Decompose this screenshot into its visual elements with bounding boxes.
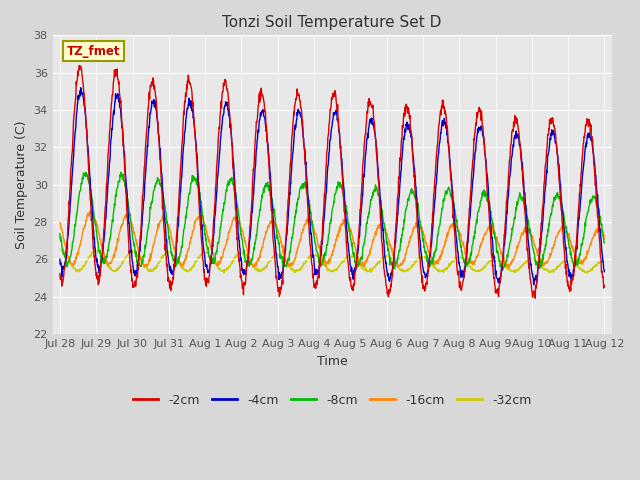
Text: TZ_fmet: TZ_fmet [67, 45, 120, 58]
-16cm [164, 223, 172, 228]
-4cm [530, 282, 538, 288]
Legend: -2cm, -4cm, -8cm, -16cm, -32cm: -2cm, -4cm, -8cm, -16cm, -32cm [128, 389, 536, 411]
-8cm [499, 267, 506, 273]
-32cm [56, 246, 64, 252]
-32cm [536, 262, 543, 268]
-16cm [488, 223, 496, 228]
-2cm [239, 286, 246, 291]
-16cm [56, 220, 64, 226]
-16cm [239, 228, 246, 234]
-32cm [488, 257, 495, 263]
-4cm [537, 244, 545, 250]
-2cm [76, 63, 83, 69]
-4cm [239, 266, 246, 272]
-4cm [488, 235, 496, 240]
-8cm [177, 243, 185, 249]
-8cm [56, 230, 64, 236]
-16cm [600, 236, 608, 242]
Line: -2cm: -2cm [60, 66, 604, 298]
X-axis label: Time: Time [317, 355, 348, 368]
Line: -32cm: -32cm [60, 249, 604, 273]
-32cm [584, 270, 591, 276]
-4cm [177, 176, 185, 181]
-8cm [488, 217, 496, 223]
-16cm [417, 225, 425, 231]
-4cm [56, 256, 64, 262]
-16cm [86, 208, 93, 214]
Y-axis label: Soil Temperature (C): Soil Temperature (C) [15, 120, 28, 249]
-16cm [537, 258, 545, 264]
-2cm [56, 271, 64, 276]
-4cm [164, 254, 172, 260]
-4cm [600, 269, 608, 275]
Title: Tonzi Soil Temperature Set D: Tonzi Soil Temperature Set D [223, 15, 442, 30]
-8cm [600, 240, 608, 246]
-16cm [177, 262, 185, 268]
-2cm [164, 278, 172, 284]
Line: -8cm: -8cm [60, 172, 604, 270]
Line: -4cm: -4cm [60, 88, 604, 285]
-8cm [164, 226, 172, 231]
-32cm [238, 250, 246, 256]
-4cm [77, 85, 84, 91]
-32cm [164, 250, 172, 255]
-2cm [177, 153, 185, 158]
-16cm [505, 264, 513, 270]
-2cm [600, 283, 608, 288]
-32cm [177, 262, 185, 267]
-8cm [117, 169, 125, 175]
-2cm [417, 266, 425, 272]
-8cm [239, 237, 246, 242]
-4cm [417, 249, 425, 255]
-2cm [488, 251, 496, 256]
-32cm [417, 253, 424, 259]
-32cm [600, 259, 608, 264]
Line: -16cm: -16cm [60, 211, 604, 267]
-2cm [531, 295, 539, 301]
-8cm [537, 262, 545, 268]
-8cm [417, 224, 425, 230]
-2cm [537, 241, 545, 247]
